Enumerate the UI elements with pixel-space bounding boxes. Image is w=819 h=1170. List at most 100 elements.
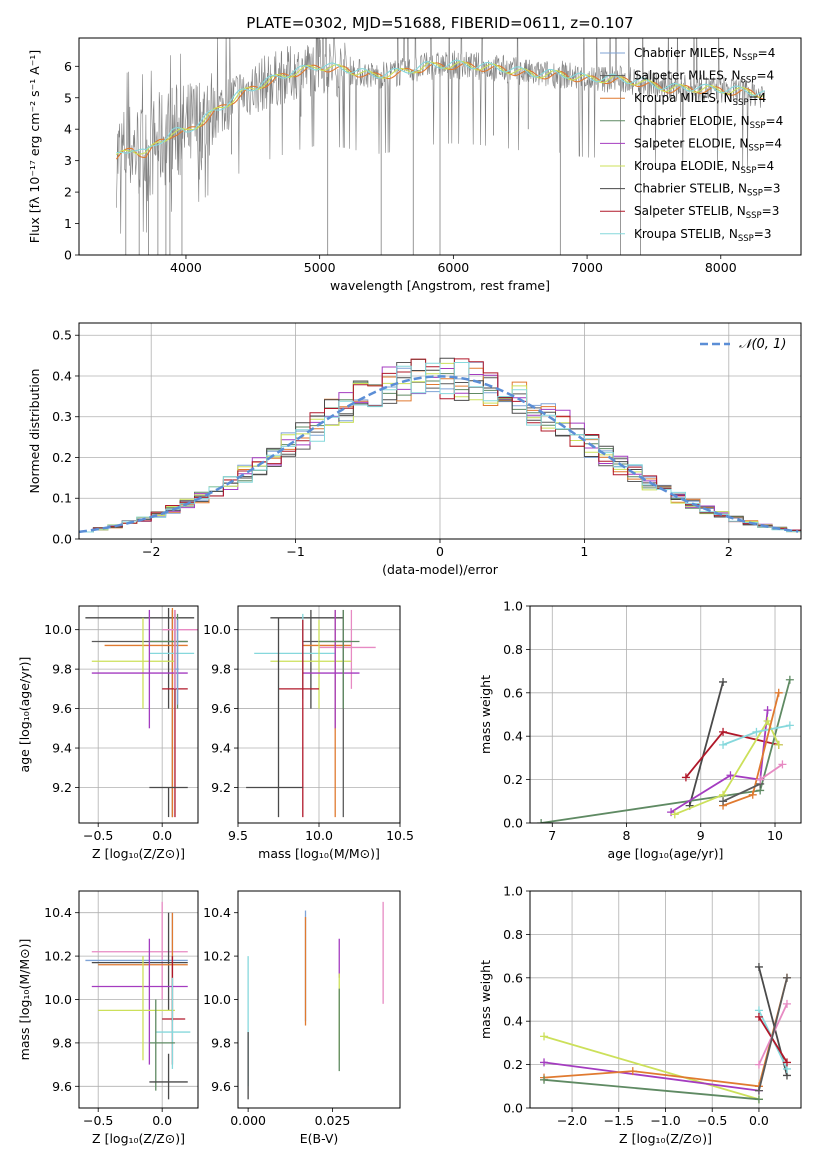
- y-tick-label: 9.8: [211, 1035, 231, 1050]
- x-tick-label: 0.0: [749, 1113, 769, 1128]
- plot-area: [247, 901, 384, 1100]
- age-vs-metallicity-panel: −0.5 0.0 9.2 9.4 9.6 9.8 10.0 Z [log₁₀(Z/Z⊙)] ag…: [17, 605, 199, 861]
- plot-area: [115, 38, 765, 255]
- data-point-marker: [719, 727, 728, 736]
- y-tick-label: 9.8: [52, 1035, 72, 1050]
- x-tick-label: −1.5: [604, 1113, 634, 1128]
- normal-curve-line: [79, 375, 799, 534]
- data-point-marker: [628, 1067, 637, 1076]
- x-axis-label: Z [log₁₀(Z/Z⊙)]: [619, 1131, 712, 1146]
- x-tick-label: 7: [548, 828, 556, 843]
- x-tick-label: 0.000: [230, 1113, 266, 1128]
- data-point-marker: [719, 797, 728, 806]
- y-tick-label: 5: [64, 90, 72, 105]
- x-axis-label: (data-model)/error: [382, 562, 499, 577]
- y-tick-label: 9.2: [52, 780, 72, 795]
- y-tick-label: 0.6: [503, 970, 523, 985]
- plot-area: [85, 607, 198, 818]
- data-point-marker: [752, 727, 761, 736]
- data-point-marker: [756, 775, 765, 784]
- data-point-marker: [754, 1012, 763, 1021]
- y-tick-label: 0.0: [503, 816, 523, 831]
- x-tick-label: 10: [767, 828, 783, 843]
- model-spectrum-line: [115, 62, 765, 160]
- x-tick-label: −1.0: [650, 1113, 680, 1128]
- x-axis-label: age [log₁₀(age/yr)]: [608, 846, 724, 861]
- y-tick-label: 0.6: [503, 685, 523, 700]
- x-tick-label: 5000: [304, 260, 336, 275]
- legend-entry: Kroupa ELODIE, NSSP=4: [634, 159, 774, 176]
- data-point-marker: [785, 721, 794, 730]
- series-line: [543, 1078, 759, 1101]
- x-tick-label: 8000: [705, 260, 737, 275]
- series-line: [759, 763, 783, 781]
- axes-frame: [78, 37, 802, 256]
- y-tick-label: 10.4: [203, 905, 231, 920]
- y-axis-label: age [log₁₀(age/yr)]: [17, 657, 32, 773]
- y-tick-label: 0.2: [503, 1057, 523, 1072]
- mass-vs-extinction-panel: 0.000 0.025 9.6 9.8 10.0 10.2 10.4 E(B-V): [203, 890, 401, 1146]
- x-tick-label: 8: [623, 828, 631, 843]
- plot-area: [85, 901, 191, 1100]
- axes-frame: [78, 605, 199, 824]
- data-point-marker: [754, 1060, 763, 1069]
- x-tick-label: 0: [436, 544, 444, 559]
- y-tick-label: 10.2: [44, 949, 72, 964]
- data-point-marker: [537, 819, 546, 823]
- series-line: [543, 1061, 760, 1092]
- data-point-marker: [670, 810, 679, 819]
- data-point-marker: [540, 1058, 549, 1067]
- legend-entry: Chabrier STELIB, NSSP=3: [634, 182, 781, 199]
- y-tick-label: 9.8: [211, 662, 231, 677]
- y-tick-label: 10.4: [44, 905, 72, 920]
- x-axis-label: E(B-V): [300, 1131, 339, 1146]
- x-tick-label: 0.0: [152, 1113, 172, 1128]
- model-spectrum-line: [116, 59, 765, 154]
- axes-frame: [529, 605, 802, 824]
- y-tick-label: 2: [64, 185, 72, 200]
- y-axis-label: Normed distribution: [27, 369, 42, 494]
- x-axis-label: Z [log₁₀(Z/Z⊙)]: [92, 1131, 185, 1146]
- y-tick-label: 1.0: [503, 884, 523, 899]
- y-tick-label: 0.0: [503, 1101, 523, 1116]
- legend-entry: Salpeter ELODIE, NSSP=4: [634, 136, 782, 153]
- series-line: [670, 710, 769, 813]
- y-tick-label: 9.6: [211, 701, 231, 716]
- data-point-marker: [719, 677, 728, 686]
- legend-entry: 𝒩(0, 1): [739, 337, 786, 352]
- y-tick-label: 0.4: [503, 729, 523, 744]
- y-tick-label: 10.0: [44, 622, 72, 637]
- series-line: [722, 783, 761, 803]
- y-tick-label: 0.2: [52, 450, 72, 465]
- x-tick-label: 0.0: [152, 828, 172, 843]
- data-point-marker: [774, 688, 783, 697]
- data-point-marker: [782, 973, 791, 982]
- y-tick-label: 10.0: [203, 622, 231, 637]
- data-point-marker: [540, 1075, 549, 1084]
- y-tick-label: 0.3: [52, 409, 72, 424]
- x-tick-label: 9.5: [228, 828, 248, 843]
- y-tick-label: 10.0: [44, 992, 72, 1007]
- y-tick-label: 0.8: [503, 927, 523, 942]
- y-tick-label: 0: [64, 248, 72, 263]
- y-tick-label: 9.6: [52, 1079, 72, 1094]
- data-point-marker: [774, 740, 783, 749]
- y-axis-label: mass [log₁₀(M/M⊙)]: [17, 939, 32, 1061]
- plot-area: [79, 357, 801, 534]
- y-tick-label: 10.0: [203, 992, 231, 1007]
- x-tick-label: 10.5: [386, 828, 414, 843]
- x-tick-label: 9: [697, 828, 705, 843]
- legend-entry: Kroupa STELIB, NSSP=3: [634, 227, 772, 244]
- legend-entry: Salpeter MILES, NSSP=4: [634, 69, 774, 86]
- legend-entry: Chabrier ELODIE, NSSP=4: [634, 114, 783, 131]
- y-tick-label: 1: [64, 216, 72, 231]
- x-tick-label: 7000: [571, 260, 603, 275]
- y-tick-label: 3: [64, 153, 72, 168]
- data-point-marker: [754, 962, 763, 971]
- x-tick-label: 10.0: [305, 828, 333, 843]
- x-tick-label: −0.5: [83, 828, 113, 843]
- y-tick-label: 0.4: [52, 368, 72, 383]
- data-point-marker: [763, 706, 772, 715]
- x-tick-label: 4000: [170, 260, 202, 275]
